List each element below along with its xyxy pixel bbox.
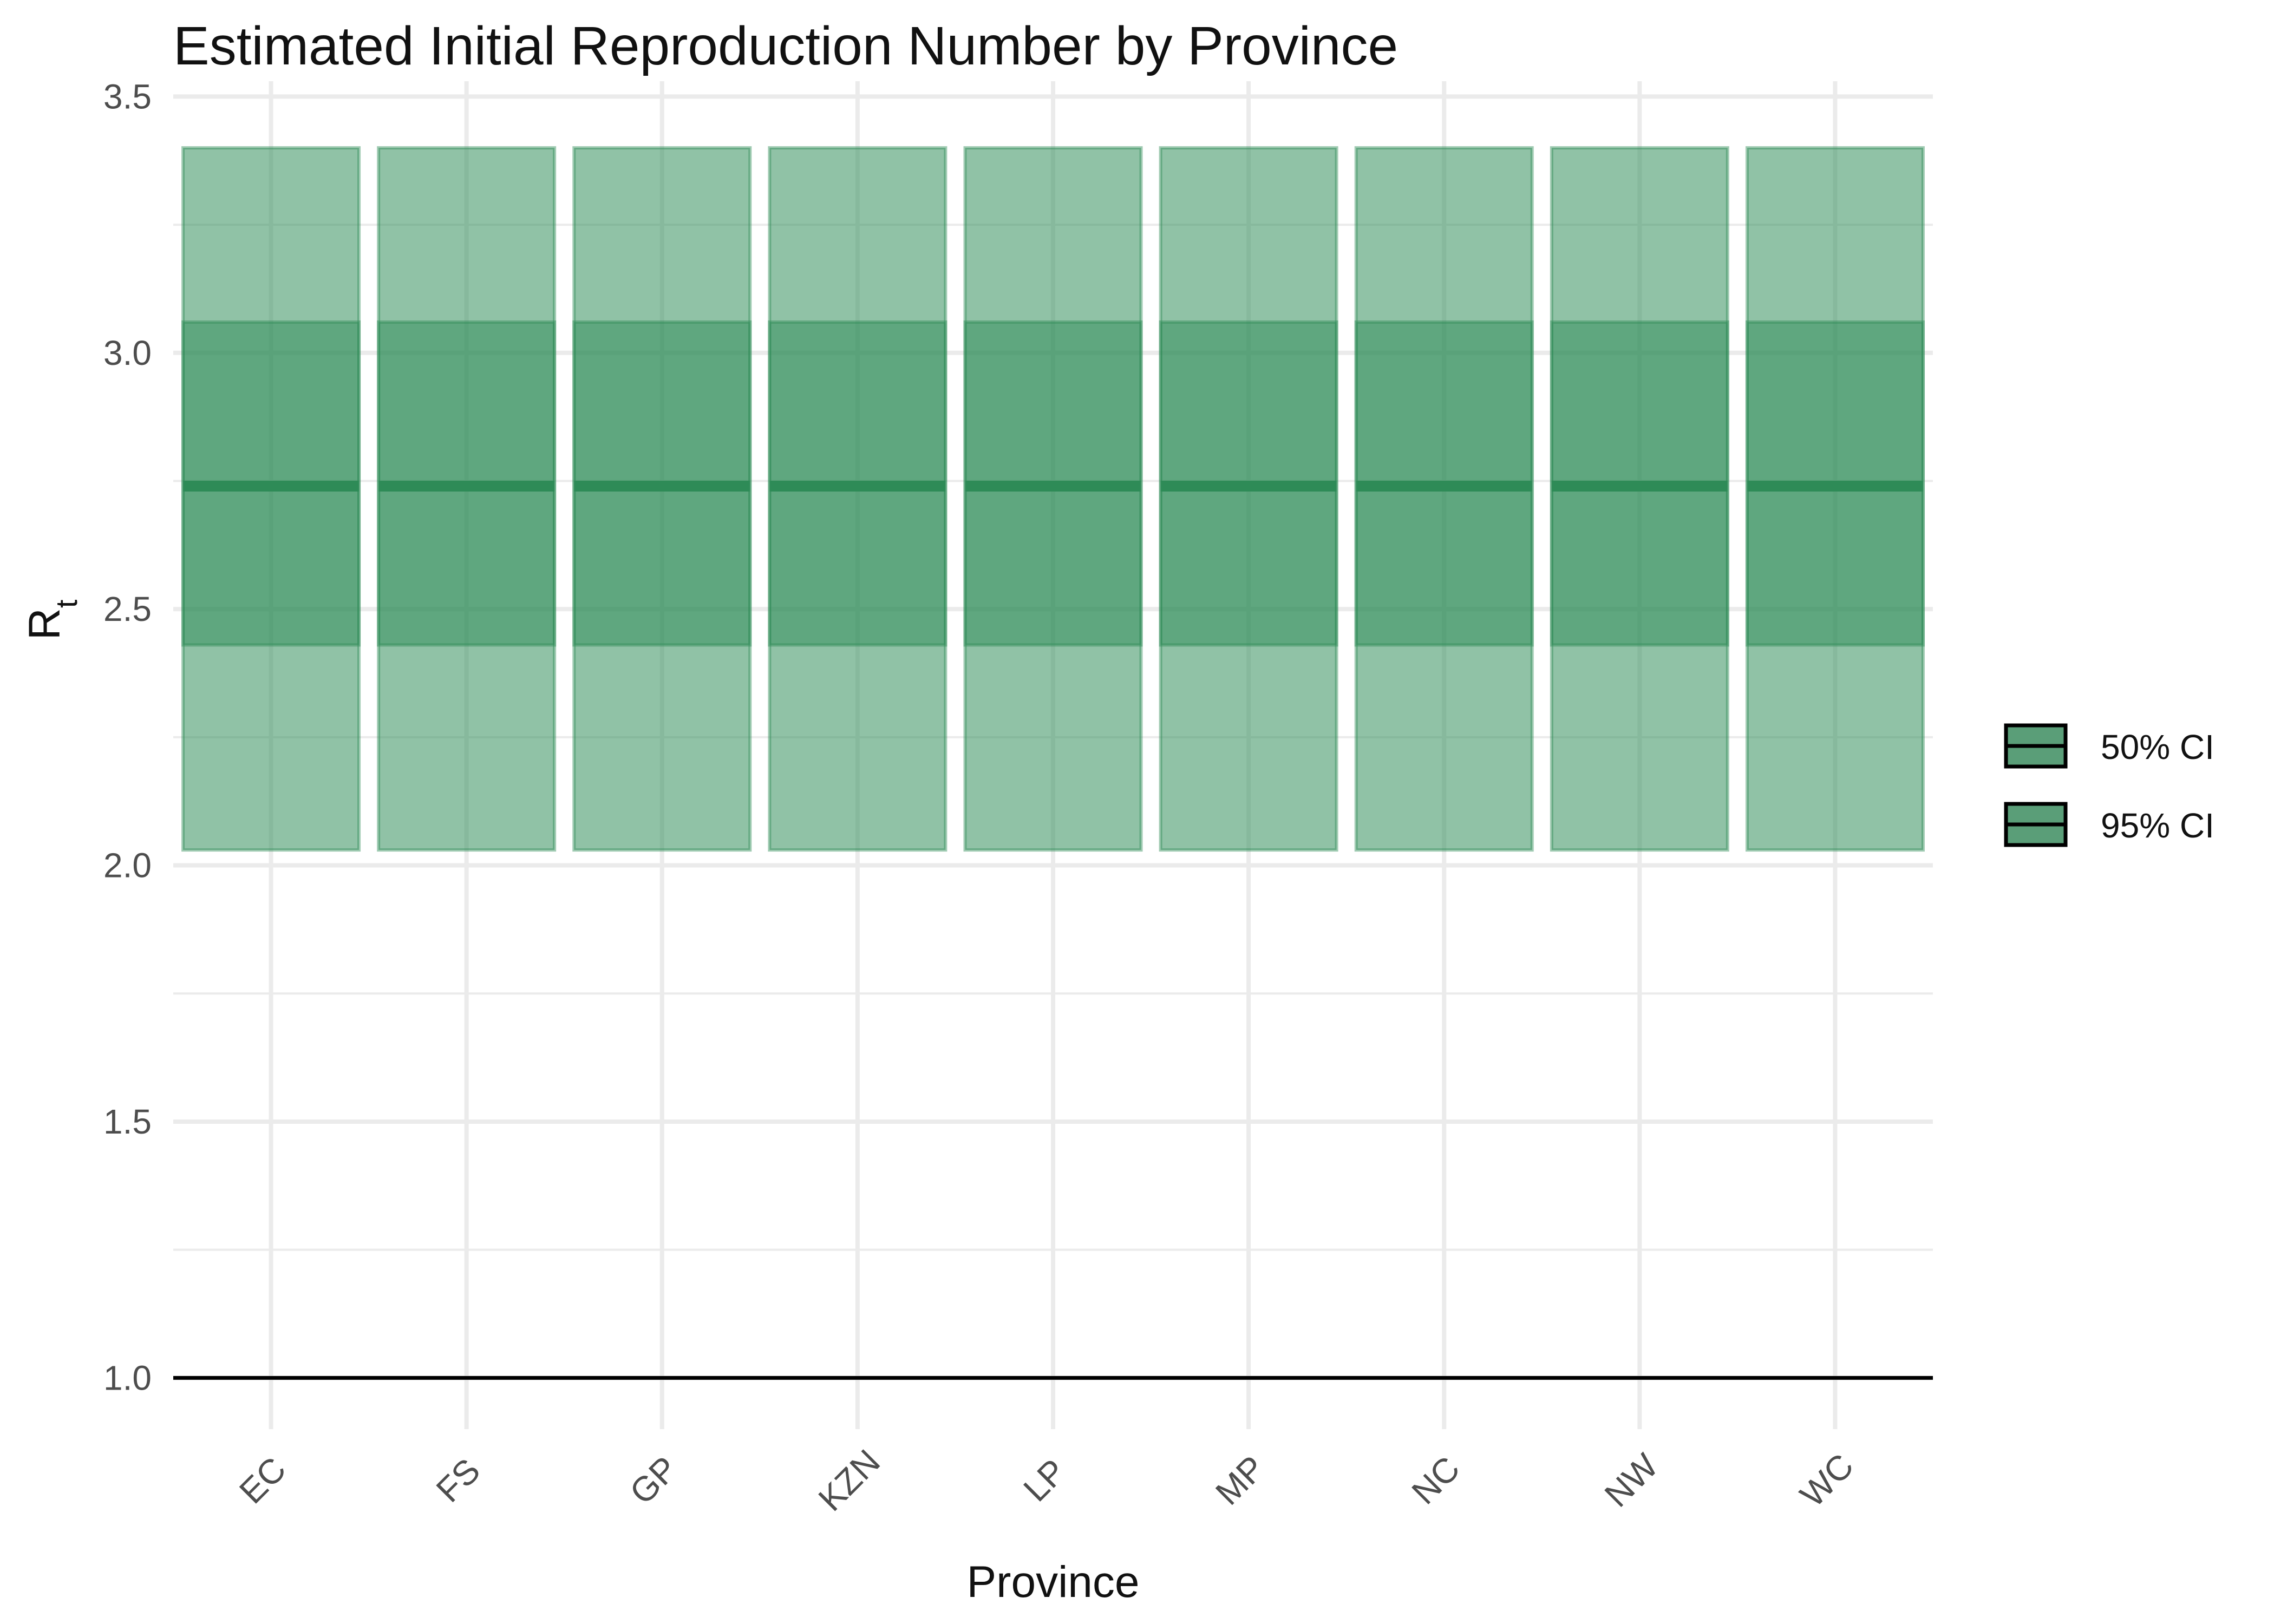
y-tick-label: 1.0 [103, 1358, 152, 1397]
y-tick-label: 1.5 [103, 1102, 152, 1141]
x-tick-label-nc: NC [1404, 1449, 1467, 1511]
x-tick-label-ec: EC [232, 1450, 293, 1511]
y-tick-label: 2.0 [103, 846, 152, 885]
x-axis-title: Province [966, 1557, 1139, 1607]
y-tick-label: 3.5 [103, 77, 152, 116]
x-tick-label-kzn: KZN [811, 1442, 887, 1518]
legend-label-50: 50% CI [2101, 728, 2214, 767]
x-tick-label-mp: MP [1208, 1448, 1272, 1512]
y-tick-label: 3.0 [103, 333, 152, 372]
x-tick-label-gp: GP [622, 1449, 685, 1511]
x-tick-label-wc: WC [1793, 1446, 1861, 1514]
x-tick-label-lp: LP [1016, 1451, 1073, 1509]
x-tick-label-fs: FS [429, 1451, 488, 1510]
y-axis-title: Rt [20, 599, 83, 640]
y-axis-title-subscript: t [49, 599, 83, 608]
chart-title: Estimated Initial Reproduction Number by… [173, 16, 1399, 76]
legend-label-95: 95% CI [2101, 806, 2214, 845]
x-tick-label-nw: NW [1597, 1446, 1666, 1515]
y-tick-label: 2.5 [103, 590, 152, 628]
